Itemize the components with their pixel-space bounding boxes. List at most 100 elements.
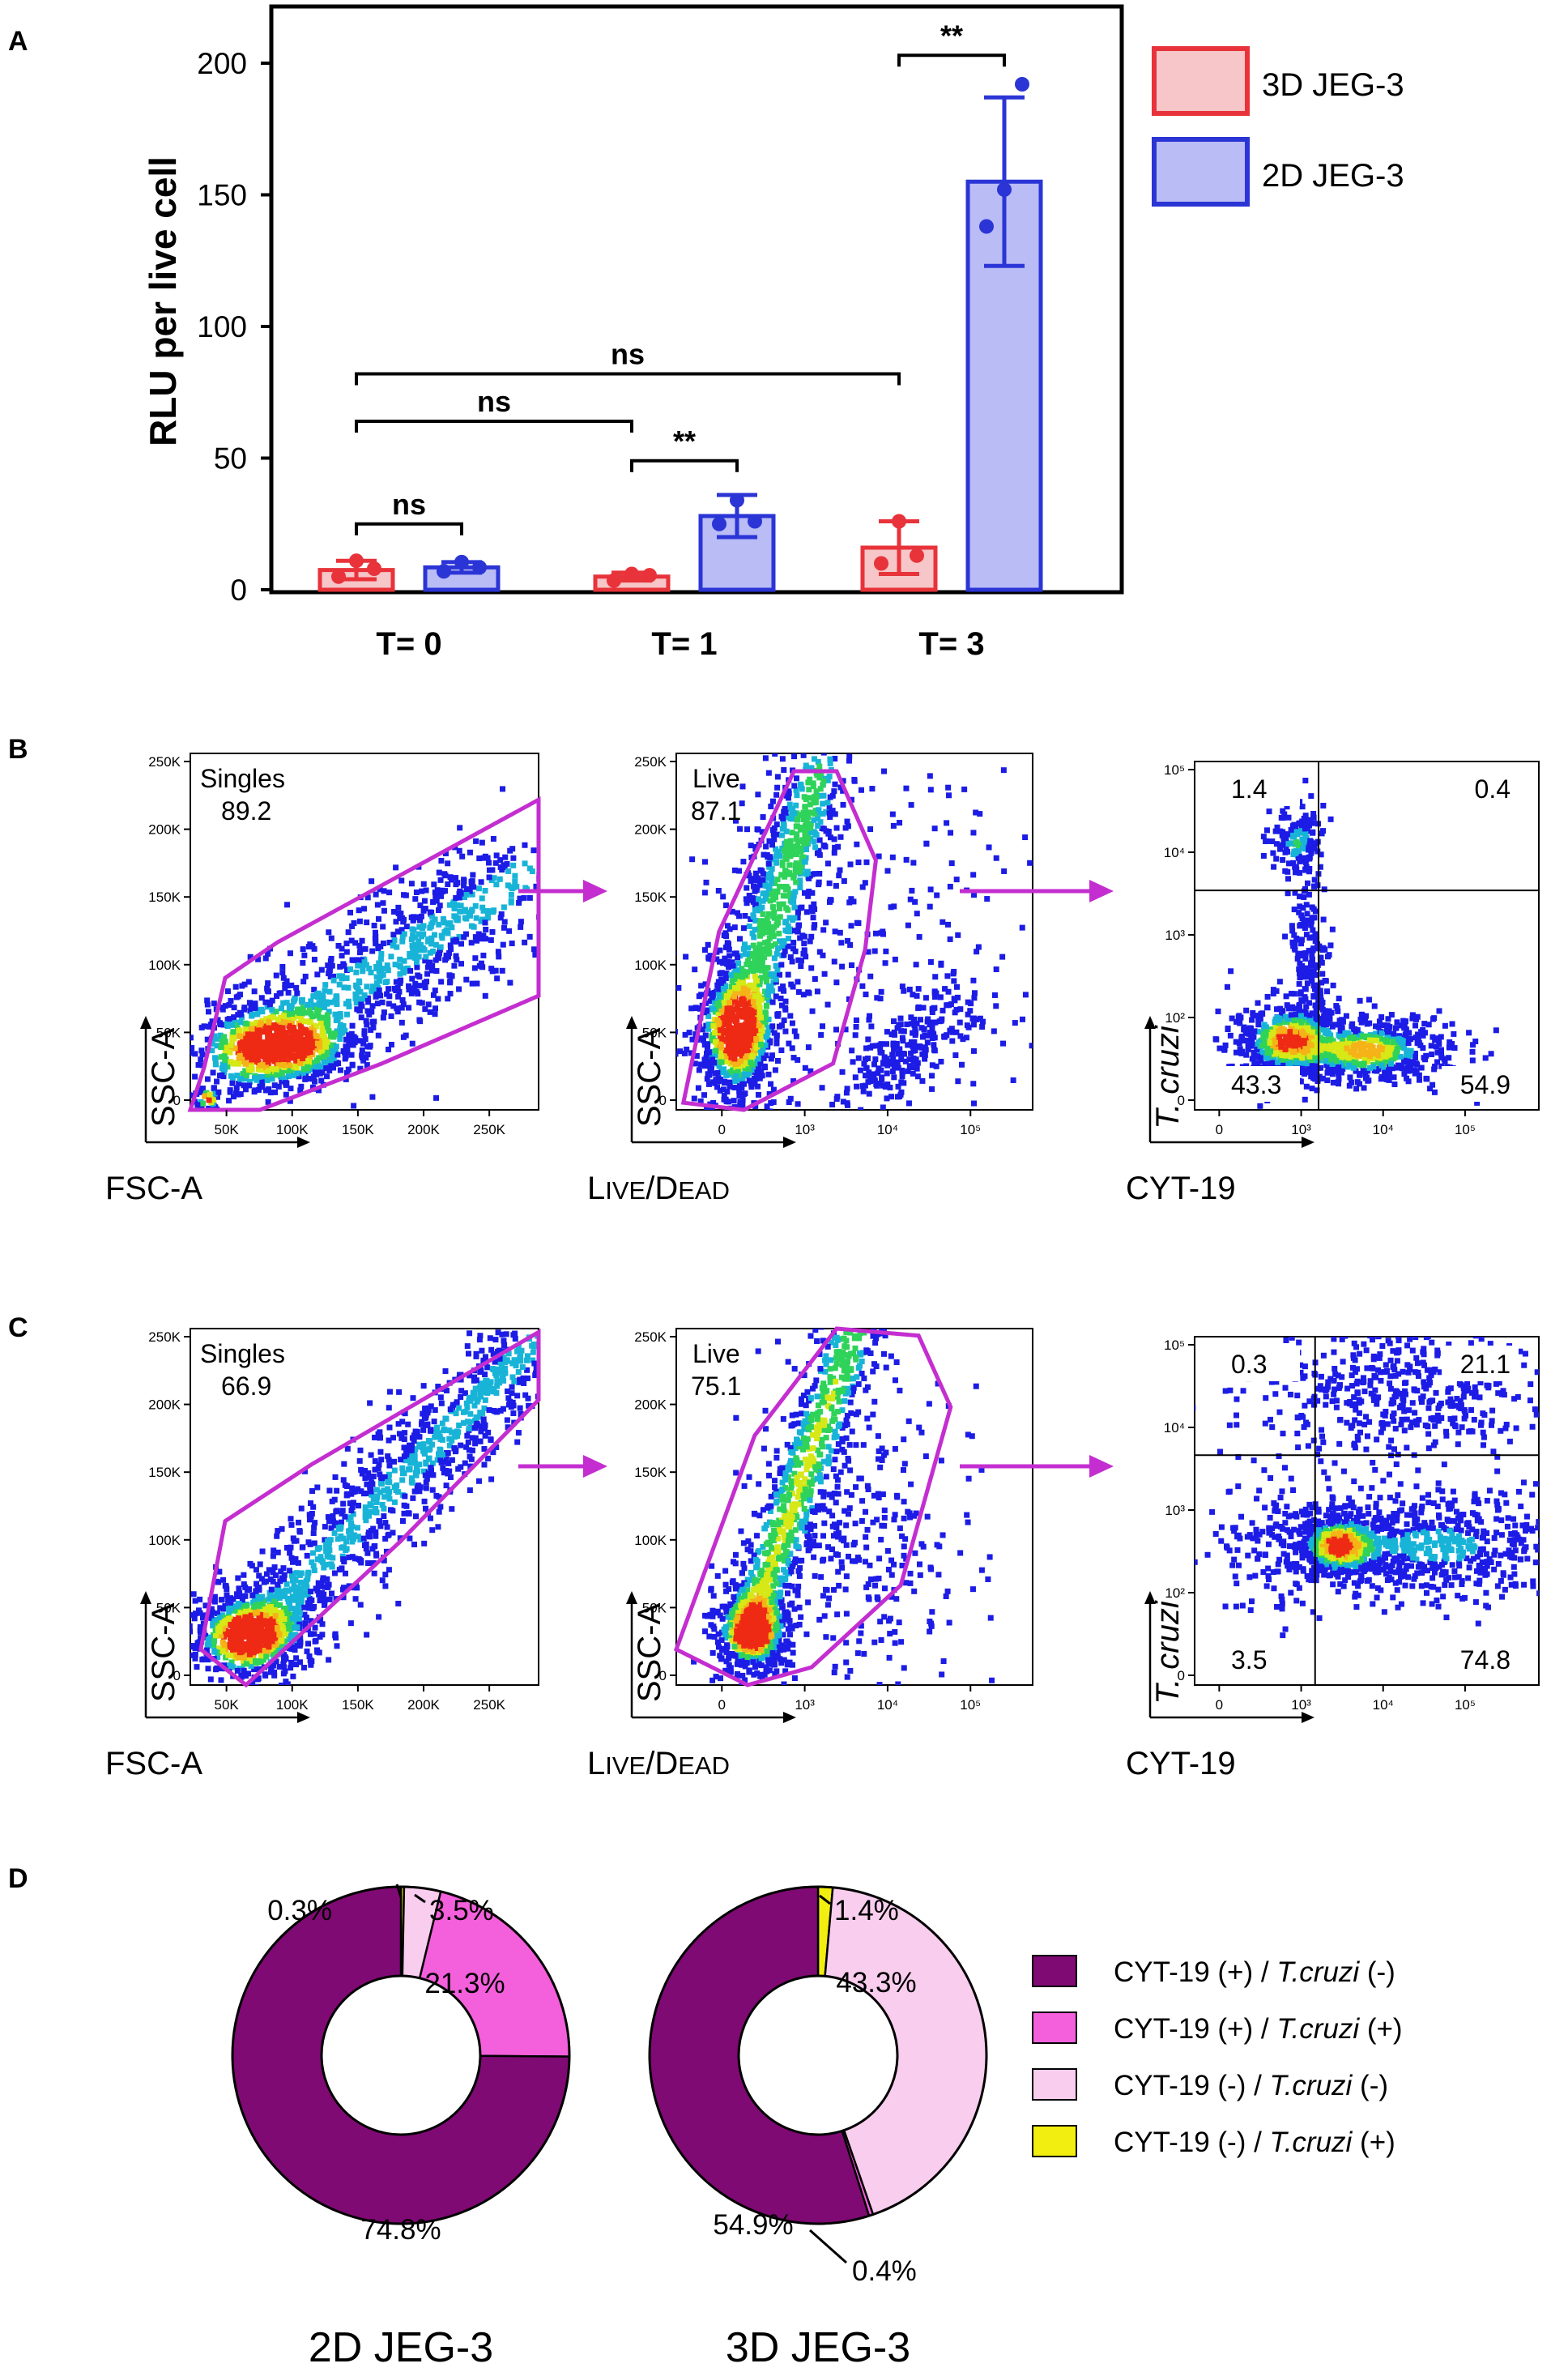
quadrant-label-bg	[1442, 1066, 1519, 1102]
y-tick-label: 10⁵	[1164, 762, 1185, 778]
quadrant-value: 74.8	[1460, 1645, 1510, 1674]
y-tick-label: 0	[1178, 1668, 1185, 1683]
x-axis-label: FSC-A	[105, 1746, 202, 1781]
plot-frame	[269, 4, 1124, 595]
x-tick-label: 10⁵	[1455, 1122, 1476, 1137]
significance-label: ns	[392, 488, 426, 521]
y-tick-label: 200	[197, 47, 247, 80]
gate-name: Live	[692, 764, 740, 793]
legend-label-3d: 3D JEG-3	[1262, 67, 1404, 103]
x-tick-label: 10³	[1291, 1697, 1311, 1713]
y-tick-label: 0	[230, 574, 247, 607]
singles-gate	[198, 1329, 541, 1688]
y-arrow-head	[626, 1591, 637, 1604]
donut-title: 2D JEG-3	[309, 2324, 493, 2371]
y-tick-label: 50K	[156, 1600, 181, 1615]
quadrant-label-bg	[1223, 1066, 1300, 1102]
x-axis-label: CYT-19	[1126, 1746, 1236, 1781]
data-point	[607, 573, 621, 588]
x-axis-label: CYT-19	[1126, 1171, 1236, 1206]
x-tick-label: 0	[718, 1122, 726, 1137]
donut-hole	[320, 1974, 482, 2136]
x-tick-label: 10⁵	[960, 1122, 981, 1137]
x-tick-label: 10⁴	[877, 1697, 898, 1713]
singles-gate	[187, 796, 541, 1112]
x-tick-label: 10³	[795, 1697, 815, 1713]
quadrant-value: 43.3	[1231, 1070, 1281, 1099]
gate-name: Singles	[200, 764, 285, 793]
slice-label: 0.3%	[267, 1895, 332, 1926]
donut-title: 3D JEG-3	[726, 2324, 910, 2371]
y-axis-label: T. cruzi	[1150, 1600, 1186, 1704]
x-axis-label: FSC-A	[105, 1171, 202, 1206]
data-point	[349, 553, 364, 569]
significance-bracket	[355, 372, 901, 386]
significance-label: **	[673, 424, 696, 458]
significance-bracket	[630, 459, 739, 472]
x-tick-label: 100K	[276, 1122, 309, 1137]
slice-label: 1.4%	[834, 1895, 899, 1926]
x-tick-label: 10³	[1291, 1122, 1311, 1137]
y-axis-label: SSC-A	[146, 1603, 181, 1703]
x-tick-label: 10⁴	[1373, 1697, 1394, 1713]
x-tick-label: 10⁴	[1373, 1122, 1394, 1137]
y-axis-label: RLU per live cell	[142, 156, 184, 446]
panel-label-c: C	[8, 1312, 28, 1343]
gating-arrow-head	[583, 880, 607, 902]
legend-swatch	[1032, 2125, 1077, 2157]
significance-label: ns	[611, 338, 645, 371]
y-tick-label: 100K	[148, 958, 181, 973]
y-tick-label: 10²	[1165, 1585, 1185, 1601]
y-tick-label: 50K	[642, 1600, 667, 1615]
live-gate	[680, 769, 878, 1112]
y-tick-label: 250K	[634, 754, 667, 770]
y-arrow-head	[1144, 1016, 1156, 1029]
y-tick-label: 0	[173, 1668, 181, 1683]
panel-label-a: A	[8, 26, 28, 57]
y-axis-label: SSC-A	[632, 1603, 667, 1703]
y-tick-label: 50K	[156, 1025, 181, 1040]
donut-outline	[648, 1885, 988, 2225]
panel-b-flow-cytometry: 50K 100K 150K 200K 250K 0 50K 100K 150K 200K 250K S…	[105, 753, 1540, 1206]
slice-label: 74.8%	[360, 2214, 441, 2246]
panel-c-flow-cytometry: 50K 100K 150K 200K 250K 0 50K 100K 150K 200K 250K S…	[105, 1326, 1540, 1781]
x-category-label: T= 0	[376, 626, 441, 662]
gate-value: 87.1	[691, 796, 741, 826]
slice-label: 3.5%	[429, 1895, 494, 1926]
live-gate	[673, 1326, 953, 1687]
quadrant-value: 21.1	[1460, 1350, 1510, 1379]
slice-label: 21.3%	[424, 1968, 505, 1999]
y-axis-label: T. cruzi	[1150, 1025, 1186, 1129]
y-tick-label: 250K	[634, 1329, 667, 1345]
y-arrow-head	[626, 1016, 637, 1029]
quadrant-label-bg	[1442, 770, 1519, 806]
x-axis-label: LIVE/DEAD	[587, 1746, 730, 1781]
donut-hole	[737, 1974, 899, 2136]
event-dots	[190, 1329, 539, 1685]
y-tick-label: 0	[173, 1093, 181, 1108]
x-tick-label: 100K	[276, 1697, 309, 1713]
x-tick-label: 150K	[342, 1697, 374, 1713]
y-tick-label: 10⁴	[1164, 1420, 1185, 1436]
y-tick-label: 0	[659, 1668, 667, 1683]
y-tick-label: 100K	[148, 1533, 181, 1548]
data-point	[712, 516, 726, 531]
y-arrow-head	[140, 1591, 151, 1604]
quadrant-value: 0.3	[1231, 1350, 1267, 1379]
y-tick-label: 150K	[148, 890, 181, 905]
y-tick-label: 100K	[634, 1533, 667, 1548]
data-point	[892, 514, 906, 529]
y-tick-label: 100K	[634, 958, 667, 973]
data-point	[1015, 77, 1029, 92]
data-point	[454, 554, 469, 570]
y-tick-label: 150K	[634, 890, 667, 905]
x-tick-label: 200K	[407, 1122, 440, 1137]
legend-swatch	[1032, 1955, 1077, 1987]
event-dots	[676, 753, 1033, 1110]
data-point	[910, 548, 924, 563]
data-point	[472, 560, 487, 575]
y-tick-label: 100	[197, 310, 247, 343]
significance-bracket	[897, 53, 1006, 67]
legend-label: CYT-19 (+) / T.cruzi (-)	[1114, 1956, 1395, 1988]
x-arrow-head	[1302, 1137, 1314, 1148]
